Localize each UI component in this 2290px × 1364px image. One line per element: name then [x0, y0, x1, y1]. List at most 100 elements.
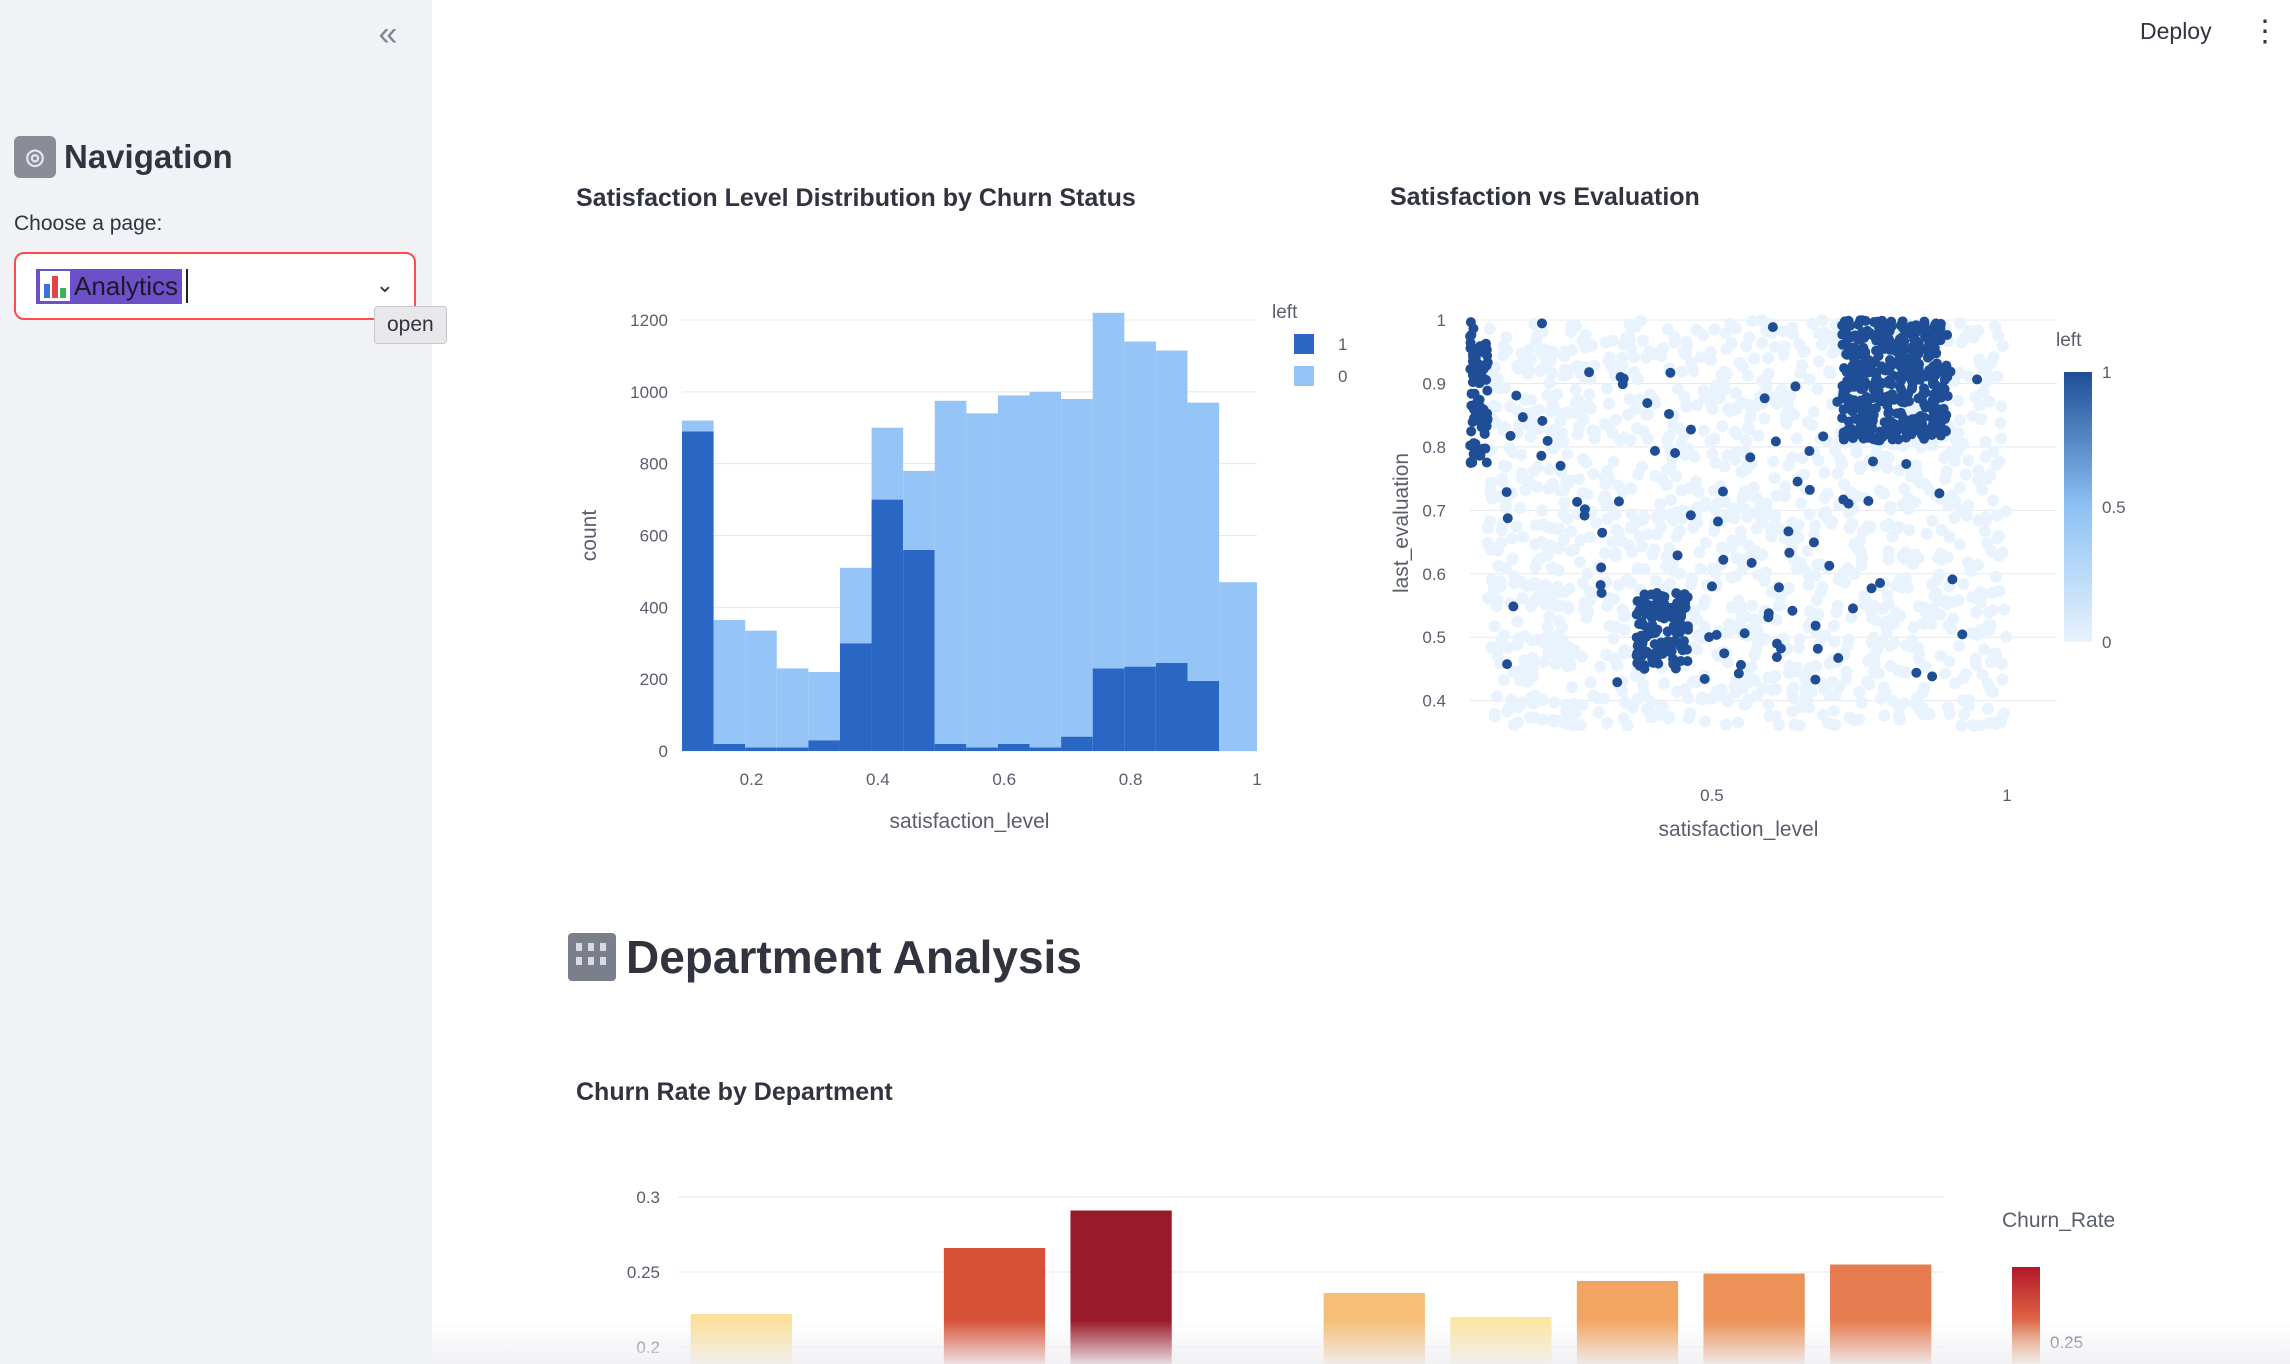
page-select-value[interactable]: Analytics: [36, 268, 183, 304]
point-left-0: [1574, 556, 1587, 569]
point-left-0: [1854, 463, 1867, 476]
bar-chart-icon: [40, 271, 70, 301]
point-left-0: [1517, 531, 1530, 544]
point-left-0: [1562, 407, 1575, 420]
point-left-0: [1494, 575, 1507, 588]
point-left-0: [1881, 588, 1894, 601]
point-left-1: [1920, 387, 1931, 398]
point-left-0: [1760, 566, 1773, 579]
point-left-0: [1536, 325, 1549, 338]
point-left-0: [1674, 567, 1687, 580]
point-left-0: [1972, 474, 1985, 487]
point-left-1: [1940, 425, 1951, 436]
point-left-1: [1670, 635, 1681, 646]
point-left-0: [1630, 515, 1643, 528]
legend-label: 1: [1338, 335, 1347, 354]
point-left-0: [1827, 718, 1840, 731]
point-left-0: [1576, 577, 1589, 590]
point-left-1: [1972, 374, 1983, 385]
point-left-1: [1674, 605, 1685, 616]
point-left-0: [1882, 545, 1895, 558]
point-left-0: [1584, 676, 1597, 689]
bar-left-1: [997, 743, 1030, 751]
point-left-1: [1634, 638, 1645, 649]
point-left-0: [1935, 553, 1948, 566]
bar-left-0: [1124, 341, 1156, 667]
point-left-0: [1561, 364, 1574, 377]
deploy-button[interactable]: Deploy: [2140, 18, 2212, 44]
chevron-down-icon[interactable]: ⌄: [375, 272, 394, 297]
point-left-0: [1926, 514, 1939, 527]
point-left-0: [1735, 466, 1748, 479]
point-left-0: [1500, 499, 1513, 512]
point-left-1: [1639, 589, 1650, 600]
point-left-1: [1939, 413, 1950, 424]
point-left-0: [1518, 393, 1531, 406]
point-left-0: [1519, 483, 1532, 496]
department-bar-chart[interactable]: 0.2 0.25 0.3 Churn_Rate 0.25: [560, 1180, 2160, 1364]
point-left-0: [1699, 620, 1712, 633]
point-left-0: [1653, 509, 1666, 522]
point-left-0: [1521, 367, 1534, 380]
point-left-0: [1766, 671, 1779, 684]
point-left-0: [1592, 706, 1605, 719]
point-left-0: [1526, 652, 1539, 665]
point-left-0: [1969, 652, 1982, 665]
point-left-0: [1688, 450, 1701, 463]
point-left-1: [1642, 398, 1653, 409]
point-left-0: [1599, 547, 1612, 560]
point-left-1: [1467, 416, 1478, 427]
point-left-0: [1552, 541, 1565, 554]
point-left-0: [1750, 399, 1763, 412]
point-left-1: [1832, 396, 1843, 407]
scatter-chart[interactable]: 0.4 0.5 0.6 0.7 0.8 0.9 1 0.5 1 satisfaction_leve…: [1380, 280, 2140, 850]
x-axis-title: satisfaction_level: [890, 810, 1050, 833]
point-left-0: [1962, 454, 1975, 467]
x-tick-label: 0.2: [740, 770, 764, 789]
point-left-0: [1729, 387, 1742, 400]
point-left-1: [1901, 415, 1912, 426]
point-left-0: [1682, 712, 1695, 725]
point-left-0: [1756, 681, 1769, 694]
point-left-1: [1477, 346, 1488, 357]
point-left-0: [1823, 365, 1836, 378]
point-left-0: [1603, 397, 1616, 410]
point-left-0: [1543, 598, 1556, 611]
double-chevron-left-icon[interactable]: «: [378, 14, 398, 53]
point-left-0: [1497, 459, 1510, 472]
point-left-1: [1718, 554, 1729, 565]
point-left-0: [1558, 350, 1571, 363]
point-left-1: [1771, 652, 1782, 663]
point-left-1: [1839, 363, 1850, 374]
point-left-0: [1694, 351, 1707, 364]
point-left-0: [1886, 530, 1899, 543]
point-left-1: [1735, 659, 1746, 670]
point-left-1: [1612, 677, 1623, 688]
point-left-0: [1973, 353, 1986, 366]
point-left-0: [1973, 398, 1986, 411]
point-left-1: [1857, 315, 1868, 326]
point-left-1: [1875, 577, 1886, 588]
scatter-points-left-1: [1465, 315, 1983, 688]
point-left-1: [1864, 355, 1875, 366]
point-left-0: [1556, 621, 1569, 634]
point-left-0: [1680, 400, 1693, 413]
histogram-chart[interactable]: 0 200 400 600 800 1000 1200 0.2 0.4 0.6 0.8 1 satisf…: [560, 280, 1380, 850]
point-left-0: [1726, 534, 1739, 547]
point-left-0: [1881, 462, 1894, 475]
point-left-1: [1719, 648, 1730, 659]
point-left-0: [1725, 571, 1738, 584]
point-left-0: [1531, 590, 1544, 603]
page-select[interactable]: Analytics ⌄: [14, 252, 416, 320]
x-tick-label: 0.8: [1119, 770, 1143, 789]
point-left-1: [1855, 334, 1866, 345]
point-left-0: [1510, 520, 1523, 533]
y-tick-label: 0.6: [1422, 565, 1446, 584]
point-left-0: [1953, 414, 1966, 427]
point-left-1: [1676, 593, 1687, 604]
point-left-0: [1627, 351, 1640, 364]
point-left-1: [1783, 526, 1794, 537]
point-left-0: [1521, 419, 1534, 432]
vertical-dots-icon[interactable]: ⋮: [2250, 15, 2280, 48]
point-left-1: [1927, 671, 1938, 682]
